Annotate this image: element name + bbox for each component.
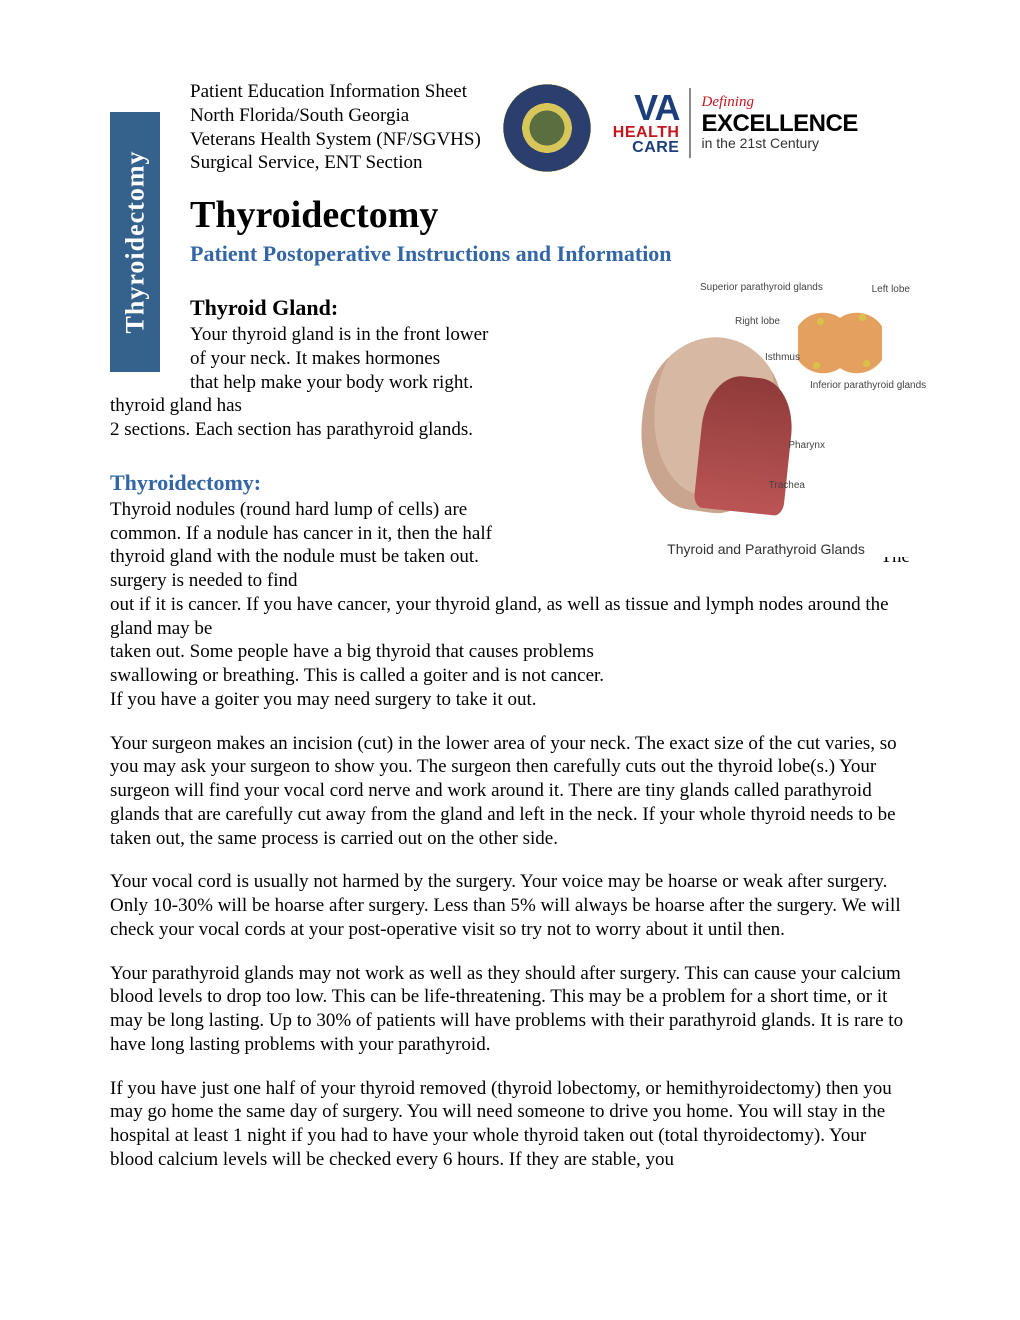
line: surgery is needed to find bbox=[110, 569, 910, 593]
va-logo-right: Defining EXCELLENCE in the 21st Century bbox=[701, 95, 857, 151]
va-defining: Defining bbox=[701, 95, 857, 111]
diagram-caption: Thyroid and Parathyroid Glands bbox=[622, 541, 910, 557]
header-line-1: Patient Education Information Sheet bbox=[190, 80, 481, 104]
sidebar-label: Thyroidectomy bbox=[120, 151, 150, 334]
paragraph: If you have just one half of your thyroi… bbox=[110, 1077, 910, 1172]
title-block: Thyroidectomy Patient Postoperative Inst… bbox=[190, 193, 910, 267]
va-text: VA bbox=[613, 91, 680, 125]
anatomy-diagram: Superior parathyroid glands Left lobe Ri… bbox=[622, 282, 910, 557]
paragraph: Your vocal cord is usually not harmed by… bbox=[110, 870, 910, 941]
line: out if it is cancer. If you have cancer,… bbox=[110, 593, 910, 641]
parathyroid-dot bbox=[817, 318, 824, 325]
line: taken out. Some people have a big thyroi… bbox=[110, 640, 910, 664]
label-right-lobe: Right lobe bbox=[735, 316, 780, 327]
paragraph: Your surgeon makes an incision (cut) in … bbox=[110, 732, 910, 851]
va-excellence: EXCELLENCE bbox=[701, 111, 857, 136]
page-subtitle: Patient Postoperative Instructions and I… bbox=[190, 241, 910, 267]
label-trachea: Trachea bbox=[769, 480, 805, 491]
divider-icon bbox=[689, 88, 691, 158]
line: that help make your body work right. bbox=[190, 371, 473, 395]
paragraph: Your parathyroid glands may not work as … bbox=[110, 962, 910, 1057]
header-line-4: Surgical Service, ENT Section bbox=[190, 151, 481, 175]
header-text: Patient Education Information Sheet Nort… bbox=[190, 80, 481, 175]
va-care: CARE bbox=[632, 139, 679, 156]
header-area: Patient Education Information Sheet Nort… bbox=[190, 80, 910, 175]
line: If you have a goiter you may need surger… bbox=[110, 688, 910, 712]
label-inf-para: Inferior parathyroid glands bbox=[810, 380, 910, 391]
line: Your thyroid gland is in the front lower bbox=[190, 323, 488, 347]
page: Thyroidectomy Patient Education Informat… bbox=[0, 0, 1020, 1320]
parathyroid-dot bbox=[863, 360, 870, 367]
va-logo-left: VA HEALTH CARE bbox=[613, 91, 680, 156]
label-pharynx: Pharynx bbox=[788, 440, 825, 451]
va-logo: VA HEALTH CARE Defining EXCELLENCE in th… bbox=[613, 88, 858, 158]
line: thyroid gland with the nodule must be ta… bbox=[110, 545, 479, 569]
label-isthmus: Isthmus bbox=[765, 352, 800, 363]
va-century: in the 21st Century bbox=[701, 136, 857, 151]
line: swallowing or breathing. This is called … bbox=[110, 664, 910, 688]
page-title: Thyroidectomy bbox=[190, 193, 910, 237]
parathyroid-dot bbox=[813, 362, 820, 369]
header-line-2: North Florida/South Georgia bbox=[190, 104, 481, 128]
label-sup-para: Superior parathyroid glands bbox=[700, 282, 810, 293]
va-seal-icon bbox=[503, 84, 591, 172]
label-left-lobe: Left lobe bbox=[872, 284, 910, 295]
parathyroid-dot bbox=[859, 314, 866, 321]
line: common. If a nodule has cancer in it, th… bbox=[110, 522, 492, 546]
sidebar-tab: Thyroidectomy bbox=[110, 112, 160, 372]
header-line-3: Veterans Health System (NF/SGVHS) bbox=[190, 128, 481, 152]
